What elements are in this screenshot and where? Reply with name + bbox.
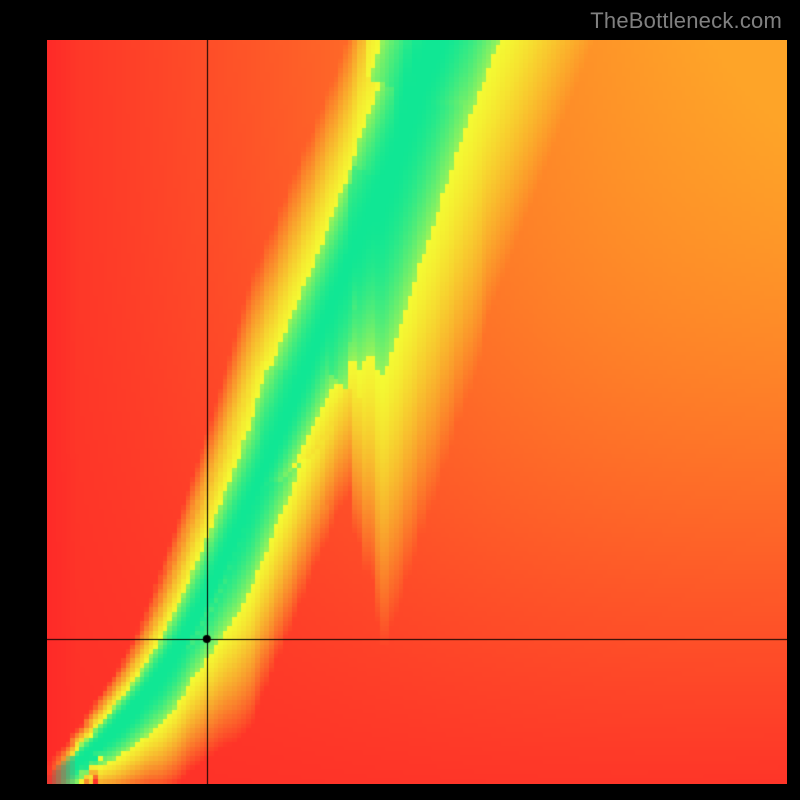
watermark-text: TheBottleneck.com [590,8,782,34]
bottleneck-heatmap [47,40,787,784]
chart-container: TheBottleneck.com [0,0,800,800]
